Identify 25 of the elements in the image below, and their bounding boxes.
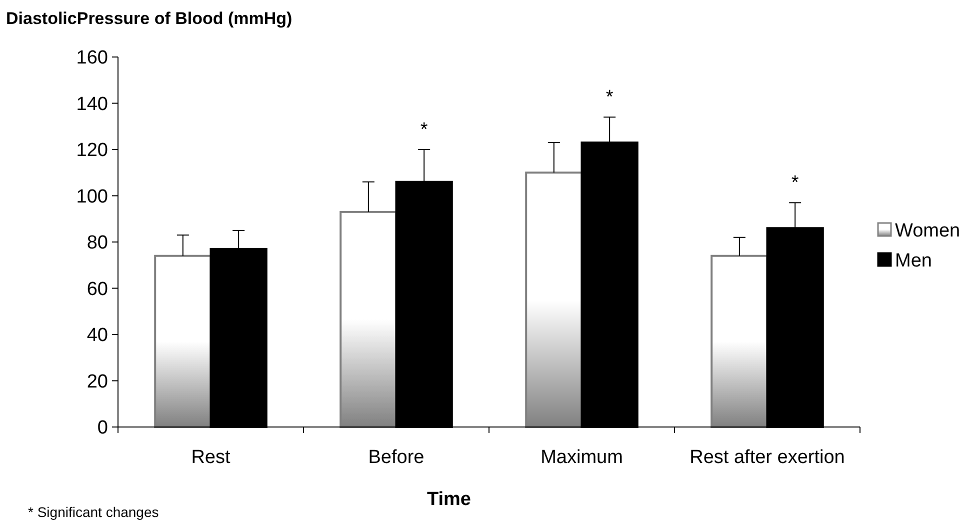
x-tick-label: Maximum <box>540 447 623 468</box>
legend-label: Men <box>895 250 932 272</box>
text: * Significant changes <box>28 504 159 520</box>
y-tick-label: 140 <box>76 94 108 115</box>
y-tick-label: 80 <box>86 232 108 254</box>
y-tick-label: 20 <box>86 371 108 392</box>
x-tick-label: Rest <box>191 447 231 468</box>
x-tick-label: Before <box>368 447 424 468</box>
y-tick-label: 0 <box>97 418 108 439</box>
bar <box>525 172 583 428</box>
annotation: * <box>791 172 800 194</box>
y-tick-label: 40 <box>86 325 108 346</box>
y-tick-label: 120 <box>76 140 108 162</box>
x-tick-label: Rest after exertion <box>690 447 845 468</box>
bar <box>340 210 398 428</box>
annotation: * <box>420 120 428 140</box>
y-tick-label: 160 <box>76 48 108 69</box>
bar <box>154 254 212 428</box>
y-tick-label: 60 <box>86 278 108 300</box>
bar <box>710 254 768 428</box>
y-tick-label: 100 <box>76 186 108 208</box>
annotation: * <box>606 87 614 108</box>
legend-label: Women <box>895 220 960 242</box>
x-axis-title: Time <box>426 489 472 510</box>
chart-title: DiastolicPressure of Blood (mmHg) <box>6 9 292 28</box>
